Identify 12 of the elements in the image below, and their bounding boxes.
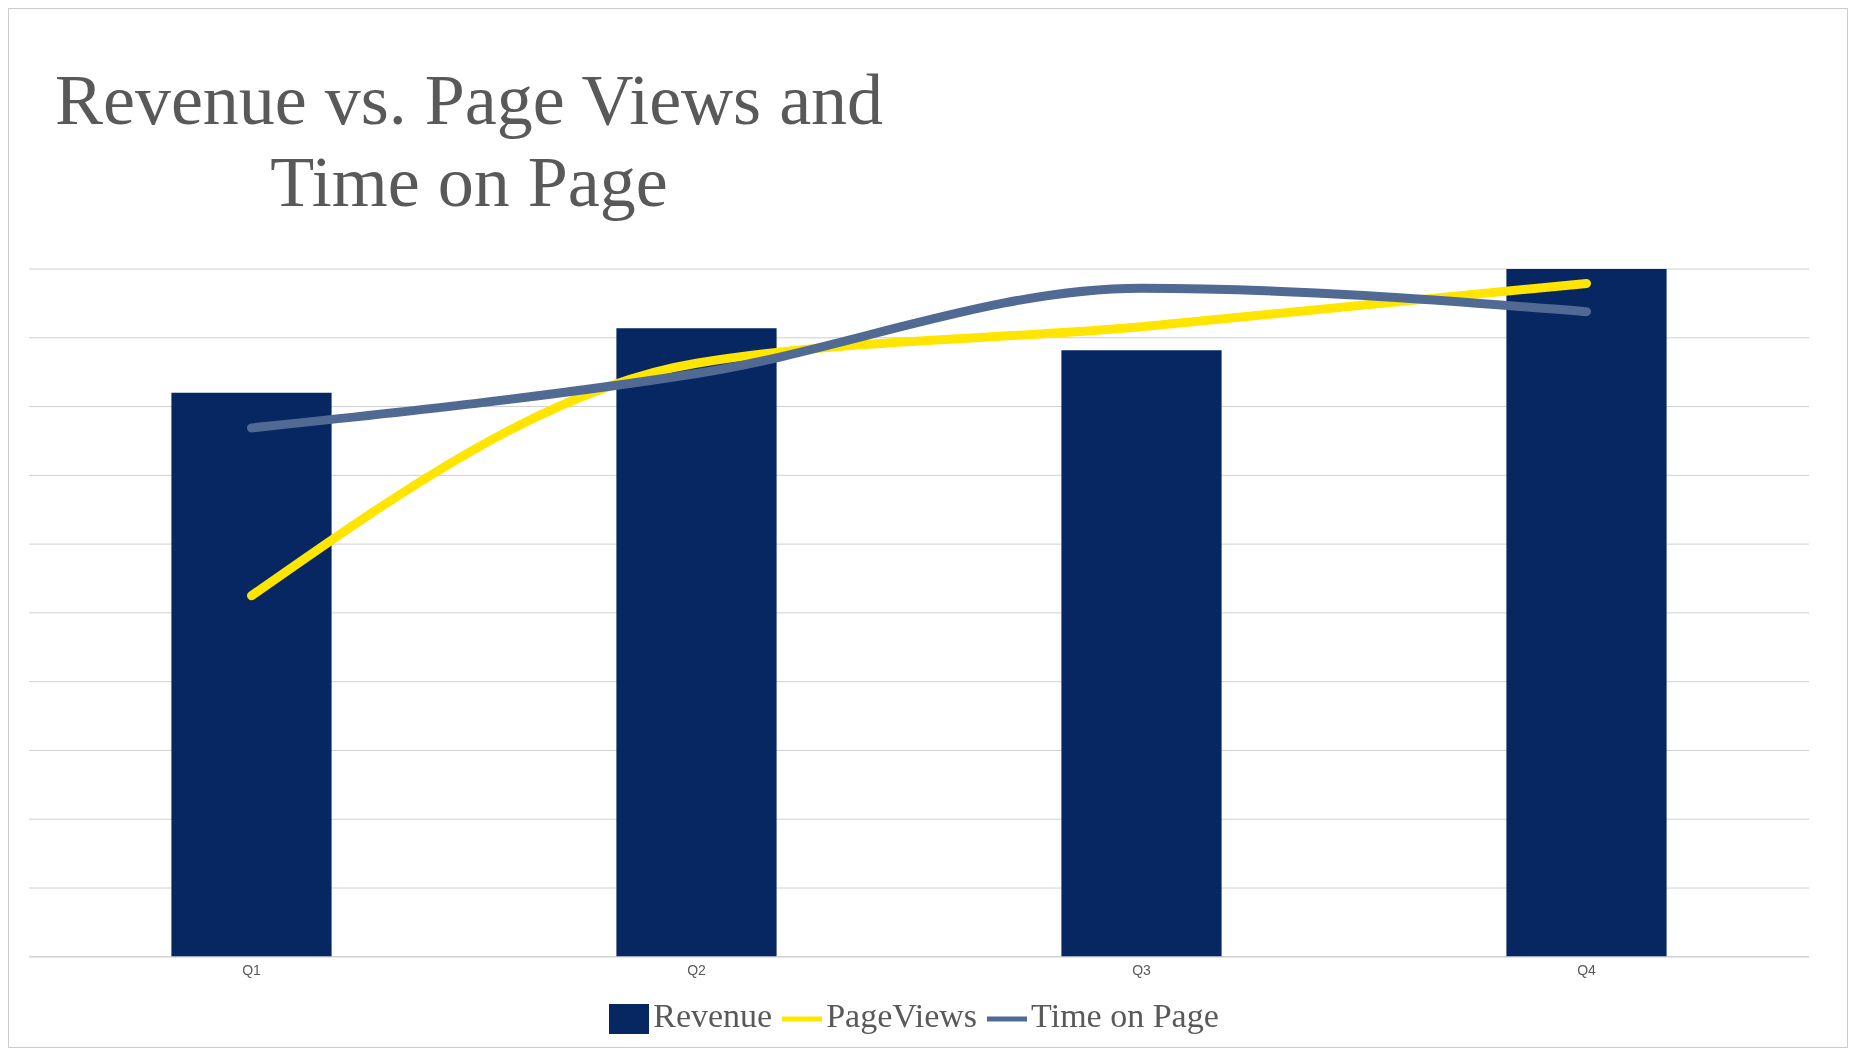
legend-label: PageViews — [826, 996, 978, 1034]
bar — [1506, 269, 1667, 957]
bar — [1061, 350, 1222, 957]
x-tick-label: Q3 — [1132, 961, 1152, 978]
bar — [616, 328, 777, 957]
bar — [171, 392, 332, 957]
x-tick-label: Q2 — [687, 961, 707, 978]
x-tick-label: Q1 — [242, 961, 262, 978]
legend-label: Revenue — [653, 996, 773, 1034]
x-tick-label: Q4 — [1577, 961, 1597, 978]
legend-label: Time on Page — [1031, 996, 1219, 1034]
chart-title: Revenue vs. Page Views and Time on Page — [53, 59, 885, 224]
